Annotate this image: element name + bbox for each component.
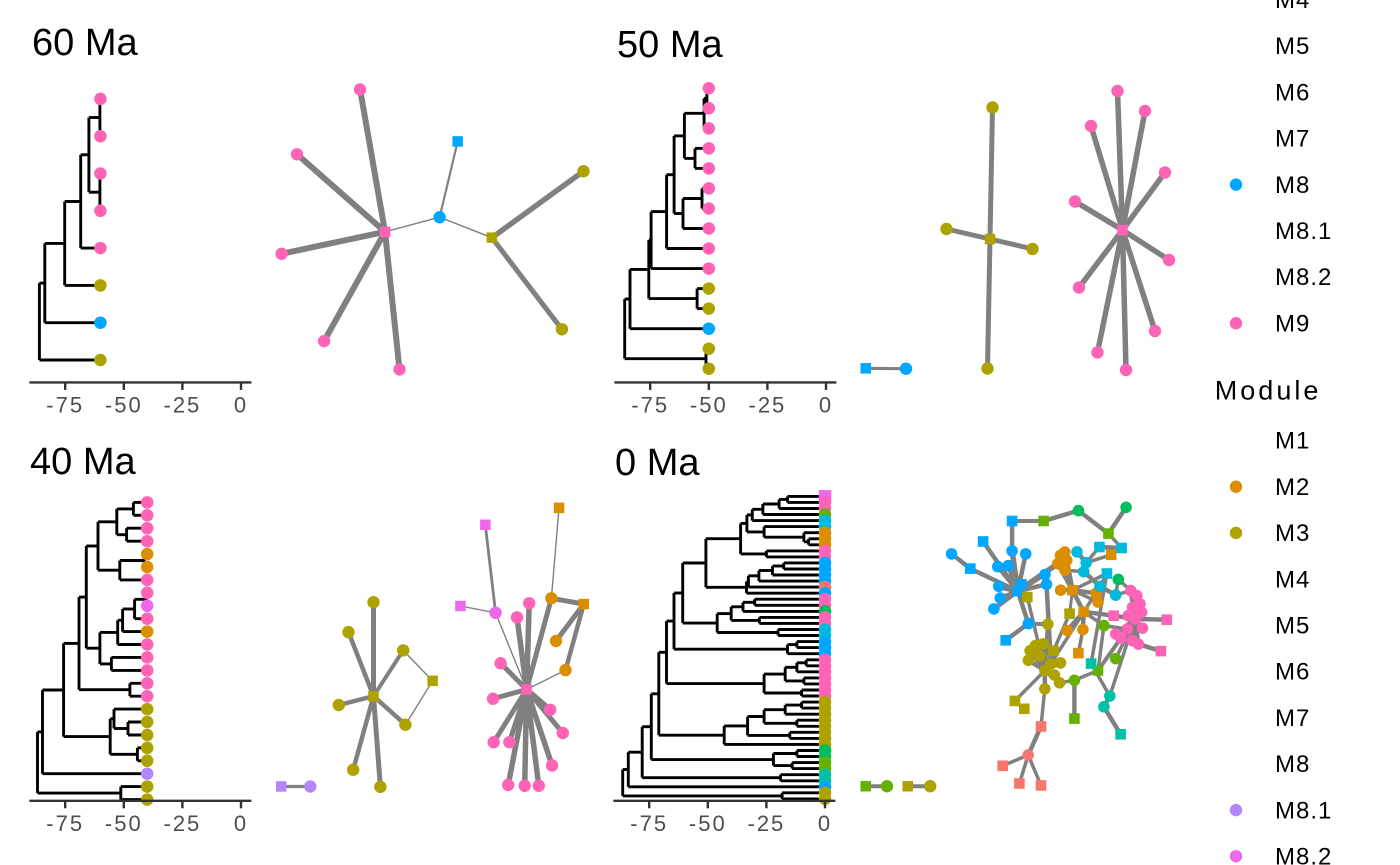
svg-text:-75: -75	[630, 811, 668, 836]
svg-text:M7: M7	[1275, 126, 1310, 153]
svg-text:-25: -25	[749, 392, 787, 417]
svg-text:M6: M6	[1275, 79, 1310, 106]
svg-text:M6: M6	[1275, 659, 1310, 686]
svg-text:0: 0	[234, 392, 248, 417]
svg-text:0 Ma: 0 Ma	[615, 442, 700, 484]
svg-text:M3: M3	[1275, 520, 1310, 547]
svg-text:M4: M4	[1275, 566, 1310, 593]
svg-text:0: 0	[819, 392, 833, 417]
svg-text:-50: -50	[689, 811, 727, 836]
svg-text:M8: M8	[1275, 172, 1310, 199]
svg-text:M8.1: M8.1	[1275, 218, 1332, 245]
svg-text:M5: M5	[1275, 33, 1310, 60]
svg-text:M4: M4	[1275, 0, 1310, 14]
svg-text:M2: M2	[1275, 474, 1310, 501]
svg-text:M8: M8	[1275, 751, 1310, 778]
svg-text:-25: -25	[164, 811, 202, 836]
svg-text:-50: -50	[105, 392, 143, 417]
svg-text:-25: -25	[164, 392, 202, 417]
svg-text:M8.2: M8.2	[1275, 844, 1332, 865]
svg-text:-25: -25	[748, 811, 786, 836]
svg-text:M8.1: M8.1	[1275, 797, 1332, 824]
svg-text:50 Ma: 50 Ma	[617, 24, 723, 66]
svg-text:-75: -75	[46, 392, 84, 417]
svg-text:M7: M7	[1275, 705, 1310, 732]
svg-text:M9: M9	[1275, 310, 1310, 337]
svg-text:-75: -75	[631, 392, 669, 417]
svg-text:0: 0	[818, 811, 832, 836]
svg-text:-50: -50	[690, 392, 728, 417]
svg-text:M8.2: M8.2	[1275, 264, 1332, 291]
svg-text:Module: Module	[1215, 376, 1322, 406]
svg-text:40 Ma: 40 Ma	[30, 441, 136, 483]
svg-text:60 Ma: 60 Ma	[32, 22, 138, 64]
svg-text:M5: M5	[1275, 613, 1310, 640]
svg-text:0: 0	[234, 811, 248, 836]
svg-text:M1: M1	[1275, 428, 1310, 455]
svg-text:-50: -50	[105, 811, 143, 836]
svg-text:-75: -75	[46, 811, 84, 836]
